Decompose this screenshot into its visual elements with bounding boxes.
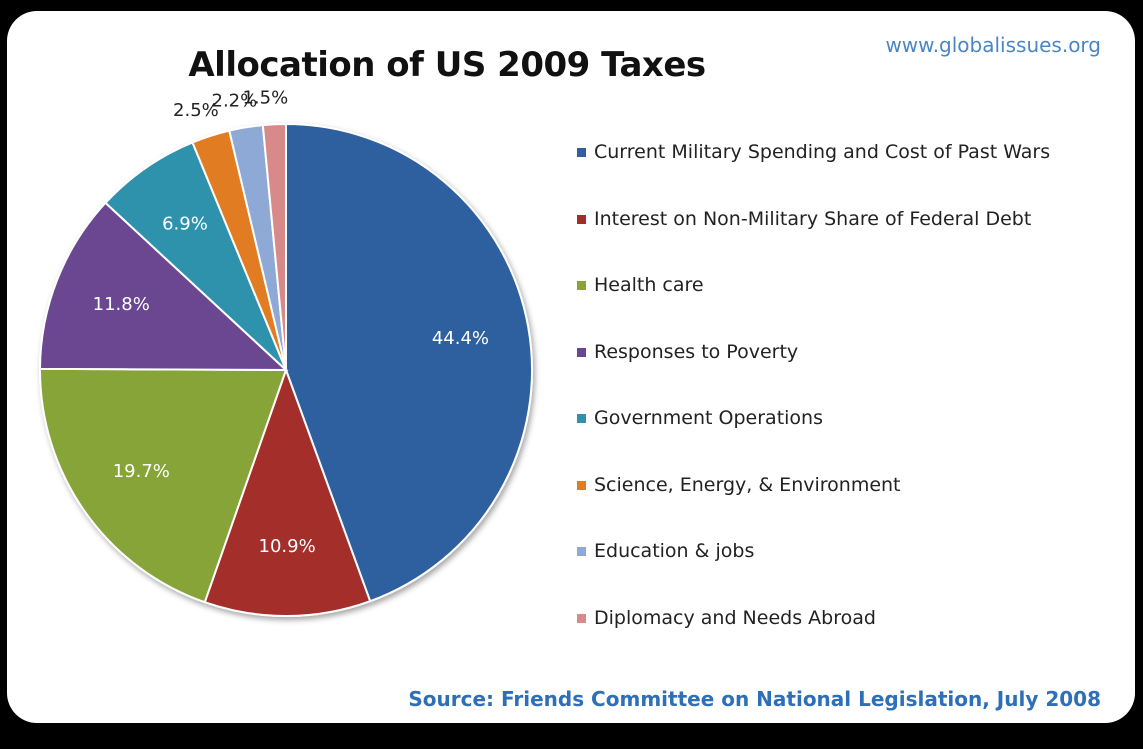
data-label-government-operations: 6.9% bbox=[162, 214, 208, 235]
chart-legend: Current Military Spending and Cost of Pa… bbox=[577, 141, 1050, 673]
data-label-interest-on-non-military-share-of-federal-debt: 10.9% bbox=[259, 536, 316, 557]
legend-swatch bbox=[577, 480, 586, 490]
legend-swatch bbox=[577, 347, 586, 357]
legend-label: Government Operations bbox=[594, 407, 823, 429]
legend-label: Science, Energy, & Environment bbox=[594, 473, 901, 496]
legend-swatch bbox=[577, 547, 586, 556]
website-label: www.globalissues.org bbox=[885, 33, 1101, 57]
legend-swatch bbox=[577, 214, 586, 224]
pie-slice-government-operations bbox=[104, 141, 287, 371]
legend-label: Current Military Spending and Cost of Pa… bbox=[594, 141, 1051, 163]
legend-swatch bbox=[577, 148, 586, 157]
legend-item-government-operations: Government Operations bbox=[577, 407, 1050, 474]
legend-item-science-energy-environment: Science, Energy, & Environment bbox=[577, 474, 1050, 541]
data-label-science-energy-environment: 2.5% bbox=[173, 100, 219, 121]
pie-slice-interest-on-non-military-share-of-federal-debt bbox=[203, 367, 372, 617]
pie-slice-diplomacy-and-needs-abroad bbox=[261, 122, 287, 371]
legend-item-health-care: Health care bbox=[577, 274, 1050, 341]
legend-item-current-military-spending-and-cost-of-past-wars: Current Military Spending and Cost of Pa… bbox=[577, 141, 1050, 208]
pie-chart: 44.4% 10.9% 19.7% 11.8% 6.9% 2.5%2.2%1.5% bbox=[38, 87, 533, 617]
chart-card: Allocation of US 2009 Taxes www.globalis… bbox=[7, 11, 1135, 723]
legend-item-responses-to-poverty: Responses to Poverty bbox=[577, 341, 1050, 408]
pie-slice-responses-to-poverty bbox=[38, 201, 289, 372]
legend-item-interest-on-non-military-share-of-federal-debt: Interest on Non-Military Share of Federa… bbox=[577, 208, 1050, 275]
data-label-diplomacy-and-needs-abroad: 1.5% bbox=[242, 87, 288, 108]
legend-label: Diplomacy and Needs Abroad bbox=[594, 606, 876, 629]
legend-swatch bbox=[577, 414, 586, 423]
data-label-responses-to-poverty: 11.8% bbox=[93, 294, 150, 315]
pie-slice-health-care bbox=[39, 367, 288, 604]
legend-label: Education & jobs bbox=[594, 540, 755, 562]
data-label-health-care: 19.7% bbox=[113, 461, 170, 482]
chart-title: Allocation of US 2009 Taxes bbox=[188, 45, 706, 85]
data-label-education-jobs: 2.2% bbox=[212, 91, 258, 112]
legend-item-diplomacy-and-needs-abroad: Diplomacy and Needs Abroad bbox=[577, 607, 1050, 674]
pie-slice-current-military-spending-and-cost-of-past-wars bbox=[285, 122, 533, 603]
legend-swatch bbox=[577, 613, 586, 623]
legend-item-education-jobs: Education & jobs bbox=[577, 540, 1050, 607]
data-label-current-military-spending-and-cost-of-past-wars: 44.4% bbox=[432, 328, 489, 349]
legend-label: Health care bbox=[594, 274, 704, 296]
legend-label: Responses to Poverty bbox=[594, 340, 799, 363]
legend-label: Interest on Non-Military Share of Federa… bbox=[594, 207, 1032, 230]
source-note: Source: Friends Committee on National Le… bbox=[408, 687, 1101, 711]
legend-swatch bbox=[577, 281, 586, 290]
